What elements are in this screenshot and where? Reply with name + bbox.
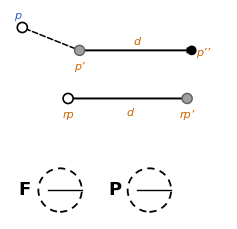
Text: rp’: rp’ [180,110,195,120]
Text: F: F [18,181,31,199]
Text: d: d [133,37,140,47]
Circle shape [182,93,192,104]
Circle shape [188,46,196,55]
Text: P: P [109,181,122,199]
Circle shape [63,93,73,104]
Circle shape [17,22,27,33]
Text: p’: p’ [74,62,85,72]
Circle shape [74,45,85,55]
Text: rp: rp [62,110,74,120]
Text: d: d [126,108,133,118]
Text: p’’: p’’ [196,48,210,58]
Text: p: p [14,11,21,21]
